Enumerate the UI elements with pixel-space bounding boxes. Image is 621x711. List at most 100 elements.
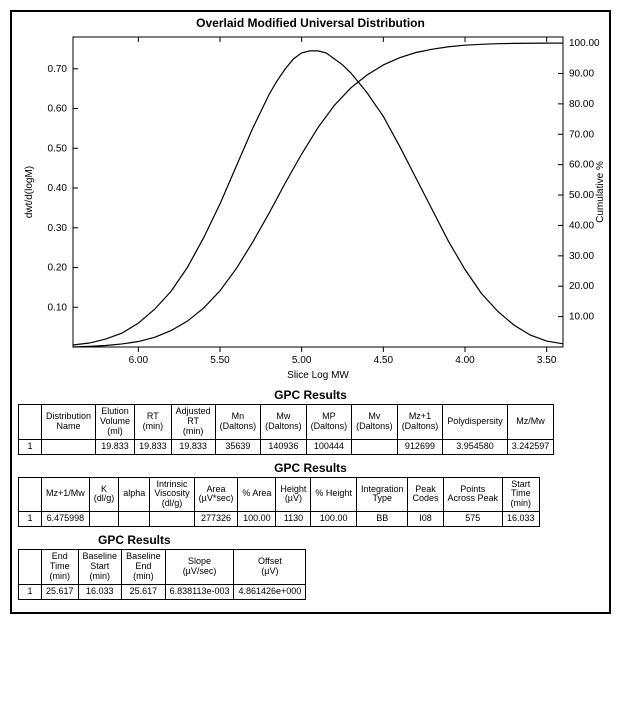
- svg-text:0.20: 0.20: [48, 263, 68, 274]
- svg-text:Cumulative %: Cumulative %: [595, 161, 606, 223]
- col-header: % Height: [311, 477, 357, 512]
- table-cell: 1: [19, 439, 42, 454]
- table-cell: 575: [443, 512, 503, 527]
- col-header: IntegrationType: [356, 477, 408, 512]
- svg-text:Slice Log MW: Slice Log MW: [287, 370, 349, 381]
- table-row: 119.83319.83319.833356391409361004449126…: [19, 439, 554, 454]
- svg-text:70.00: 70.00: [569, 129, 594, 140]
- svg-text:80.00: 80.00: [569, 99, 594, 110]
- table-cell: 19.833: [96, 439, 135, 454]
- svg-text:10.00: 10.00: [569, 312, 594, 323]
- table-cell: 3.954580: [443, 439, 508, 454]
- chart-svg: 6.00 5.50 5.00 4.50 4.00 3.50 Slice Log MW 0.10…: [18, 32, 613, 382]
- col-header: Mv(Daltons): [352, 405, 398, 440]
- svg-text:4.00: 4.00: [455, 355, 475, 366]
- svg-text:0.10: 0.10: [48, 302, 68, 313]
- col-header: % Area: [238, 477, 276, 512]
- svg-text:20.00: 20.00: [569, 281, 594, 292]
- svg-text:60.00: 60.00: [569, 160, 594, 171]
- col-header: Polydispersity: [443, 405, 508, 440]
- table-cell: 277326: [194, 512, 238, 527]
- table2-title: GPC Results: [18, 461, 603, 475]
- table-cell: [42, 439, 96, 454]
- svg-text:0.50: 0.50: [48, 143, 68, 154]
- table-row: 125.61716.03325.6176.838113e-0034.861426…: [19, 584, 306, 599]
- table-cell: [150, 512, 194, 527]
- table-cell: 1130: [276, 512, 311, 527]
- table-row: 16.475998277326100.001130100.00BBI085751…: [19, 512, 540, 527]
- col-header: IntrinsicViscosity(dl/g): [150, 477, 194, 512]
- col-header: RT(min): [135, 405, 172, 440]
- distribution-chart: 6.00 5.50 5.00 4.50 4.00 3.50 Slice Log MW 0.10…: [18, 32, 603, 382]
- table-cell: 19.833: [135, 439, 172, 454]
- svg-text:0.70: 0.70: [48, 64, 68, 75]
- col-header: alpha: [119, 477, 150, 512]
- col-header: MP(Daltons): [306, 405, 352, 440]
- table-cell: 6.475998: [42, 512, 90, 527]
- table-cell: 1: [19, 512, 42, 527]
- chart-title: Overlaid Modified Universal Distribution: [18, 16, 603, 30]
- col-header: AdjustedRT(min): [171, 405, 215, 440]
- col-header: BaselineEnd(min): [122, 550, 166, 585]
- table-cell: 25.617: [122, 584, 166, 599]
- table1-title: GPC Results: [18, 388, 603, 402]
- col-header: Mz/Mw: [507, 405, 554, 440]
- col-header: [19, 405, 42, 440]
- svg-text:30.00: 30.00: [569, 251, 594, 262]
- table-cell: [352, 439, 398, 454]
- col-header: Height(µV): [276, 477, 311, 512]
- gpc-table-1: DistributionNameElutionVolume(ml)RT(min)…: [18, 404, 554, 455]
- col-header: Slope(µV/sec): [165, 550, 234, 585]
- table-cell: I08: [408, 512, 443, 527]
- svg-text:dwt/d(logM): dwt/d(logM): [24, 166, 35, 218]
- svg-text:0.60: 0.60: [48, 104, 68, 115]
- table-cell: BB: [356, 512, 408, 527]
- table-cell: [89, 512, 119, 527]
- col-header: [19, 550, 42, 585]
- gpc-table-2: Mz+1/MwK(dl/g)alphaIntrinsicViscosity(dl…: [18, 477, 540, 528]
- table3-title: GPC Results: [98, 533, 603, 547]
- svg-text:0.40: 0.40: [48, 183, 68, 194]
- col-header: Mz+1(Daltons): [397, 405, 443, 440]
- col-header: Mz+1/Mw: [42, 477, 90, 512]
- table-cell: 35639: [215, 439, 261, 454]
- report-frame: Overlaid Modified Universal Distribution…: [10, 10, 611, 614]
- col-header: PointsAcross Peak: [443, 477, 503, 512]
- svg-text:0.30: 0.30: [48, 223, 68, 234]
- svg-text:40.00: 40.00: [569, 220, 594, 231]
- col-header: DistributionName: [42, 405, 96, 440]
- table-cell: 4.861426e+000: [234, 584, 306, 599]
- svg-text:3.50: 3.50: [537, 355, 557, 366]
- svg-text:5.50: 5.50: [210, 355, 230, 366]
- table-cell: 912699: [397, 439, 443, 454]
- svg-text:6.00: 6.00: [129, 355, 149, 366]
- col-header: Mn(Daltons): [215, 405, 261, 440]
- table-cell: 100.00: [311, 512, 357, 527]
- svg-text:4.50: 4.50: [374, 355, 394, 366]
- table-cell: 3.242597: [507, 439, 554, 454]
- col-header: Area(µV*sec): [194, 477, 238, 512]
- col-header: BaselineStart(min): [78, 550, 122, 585]
- table-cell: 6.838113e-003: [165, 584, 234, 599]
- table-cell: 100.00: [238, 512, 276, 527]
- table-cell: 19.833: [171, 439, 215, 454]
- table-cell: 25.617: [42, 584, 79, 599]
- svg-text:90.00: 90.00: [569, 68, 594, 79]
- table-cell: [119, 512, 150, 527]
- col-header: PeakCodes: [408, 477, 443, 512]
- table-cell: 100444: [306, 439, 352, 454]
- col-header: StartTime(min): [503, 477, 540, 512]
- table-cell: 16.033: [78, 584, 122, 599]
- svg-text:5.00: 5.00: [292, 355, 312, 366]
- col-header: Offset(µV): [234, 550, 306, 585]
- svg-text:100.00: 100.00: [569, 38, 600, 49]
- table-cell: 1: [19, 584, 42, 599]
- col-header: [19, 477, 42, 512]
- table-cell: 16.033: [503, 512, 540, 527]
- col-header: ElutionVolume(ml): [96, 405, 135, 440]
- svg-text:50.00: 50.00: [569, 190, 594, 201]
- col-header: K(dl/g): [89, 477, 119, 512]
- gpc-table-3: EndTime(min)BaselineStart(min)BaselineEn…: [18, 549, 306, 600]
- col-header: Mw(Daltons): [261, 405, 307, 440]
- col-header: EndTime(min): [42, 550, 79, 585]
